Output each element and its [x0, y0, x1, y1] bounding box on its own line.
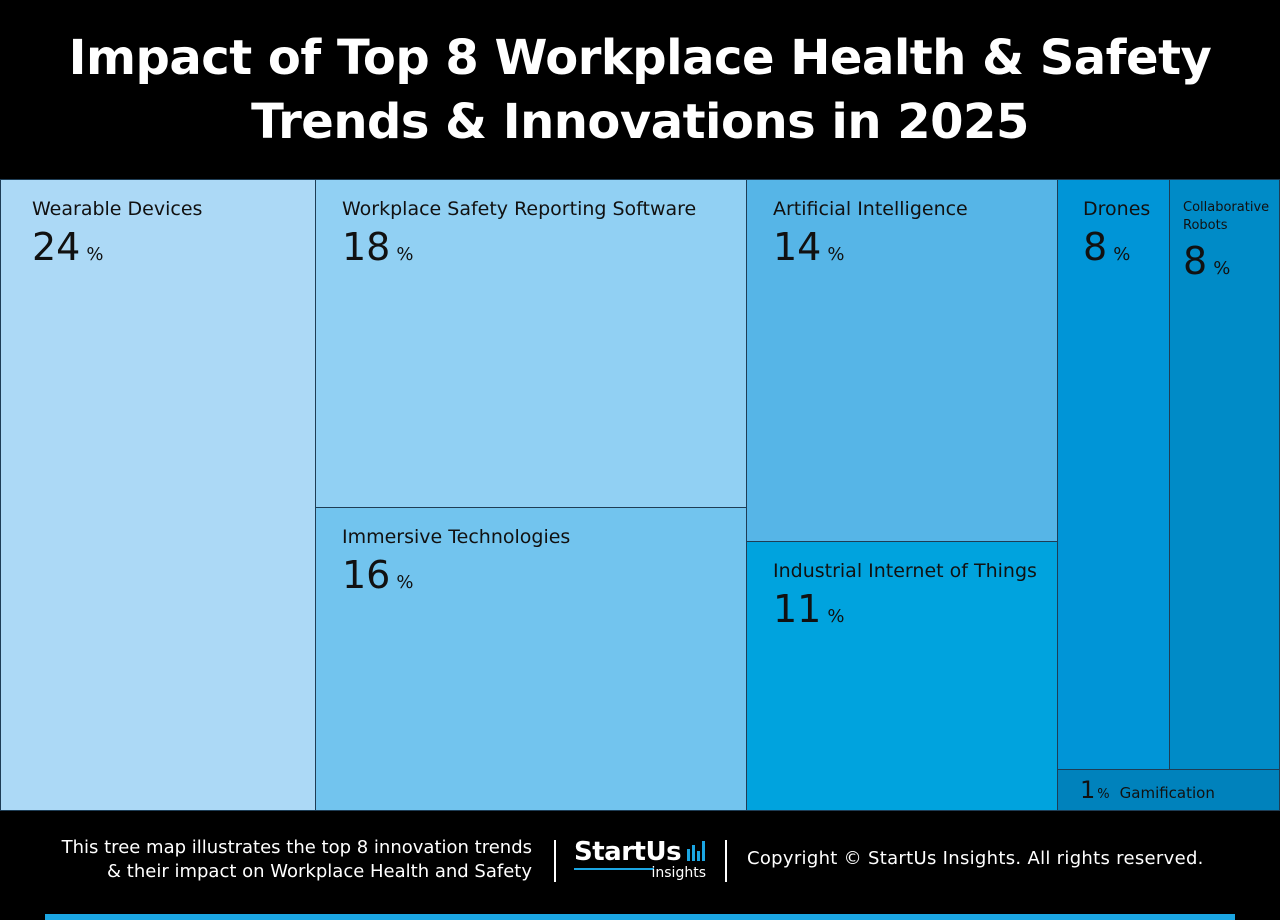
copyright-text: Copyright © StartUs Insights. All rights…: [747, 848, 1204, 869]
treemap-cell-gamification: 1% Gamification: [1057, 769, 1280, 811]
treemap-value-number: 11: [773, 587, 822, 631]
treemap-cell-workplace-safety-reporting-software: Workplace Safety Reporting Software 18%: [315, 179, 747, 508]
treemap-cell-collaborative-robots: Collaborative Robots 8%: [1169, 179, 1280, 770]
treemap-value: 18%: [342, 226, 413, 276]
treemap-value-number: 16: [342, 553, 391, 597]
treemap-value: 24%: [32, 226, 103, 276]
footer-divider-right: [725, 840, 727, 882]
treemap-value-number: 8: [1183, 239, 1208, 283]
percent-sign: %: [1113, 244, 1131, 265]
percent-sign: %: [396, 244, 414, 265]
footer-description-line-2: & their impact on Workplace Health and S…: [107, 861, 532, 882]
treemap-value-number: 18: [342, 225, 391, 269]
treemap-cell-drones: Drones 8%: [1057, 179, 1170, 770]
treemap-label: Drones: [1083, 198, 1151, 220]
startus-insights-logo[interactable]: StartUs insights: [574, 838, 710, 884]
percent-sign: %: [396, 572, 414, 593]
logo-name: StartUs: [574, 837, 682, 867]
percent-sign: %: [86, 244, 104, 265]
percent-sign: %: [1213, 258, 1231, 279]
treemap-chart: Wearable Devices 24% Workplace Safety Repo…: [0, 179, 1280, 811]
treemap-value: 8%: [1083, 226, 1130, 276]
footer-description: This tree map illustrates the top 8 inno…: [62, 836, 532, 884]
treemap-label: Wearable Devices: [32, 198, 203, 220]
treemap-value: 8%: [1183, 240, 1230, 290]
footer-description-line-1: This tree map illustrates the top 8 inno…: [61, 837, 532, 858]
treemap-label: Collaborative Robots: [1183, 200, 1270, 233]
treemap-label: Industrial Internet of Things: [773, 560, 1037, 582]
logo-subtitle: insights: [651, 865, 707, 881]
footer: This tree map illustrates the top 8 inno…: [0, 812, 1280, 920]
treemap-value: 14%: [773, 226, 844, 276]
treemap-value-number: 14: [773, 225, 822, 269]
treemap-cell-industrial-internet-of-things: Industrial Internet of Things 11%: [746, 541, 1058, 811]
treemap-label: Artificial Intelligence: [773, 198, 968, 220]
treemap-label: Immersive Technologies: [342, 526, 571, 548]
chart-title-line-1: Impact of Top 8 Workplace Health & Safet…: [68, 30, 1212, 86]
logo-underline: [574, 868, 654, 870]
treemap-cell-artificial-intelligence: Artificial Intelligence 14%: [746, 179, 1058, 542]
treemap-value-number: 24: [32, 225, 81, 269]
treemap-value-number: 8: [1083, 225, 1108, 269]
treemap-cell-immersive-technologies: Immersive Technologies 16%: [315, 507, 747, 811]
treemap-value: 11%: [773, 588, 844, 638]
chart-title-line-2: Trends & Innovations in 2025: [251, 94, 1029, 150]
treemap-value: 1: [1080, 776, 1096, 804]
bar-chart-icon: [687, 841, 705, 861]
treemap-label: Gamification: [1119, 784, 1215, 802]
bottom-accent-bar: [45, 914, 1235, 920]
chart-header: Impact of Top 8 Workplace Health & Safet…: [0, 0, 1280, 180]
footer-divider-left: [554, 840, 556, 882]
percent-sign: %: [1097, 787, 1110, 802]
percent-sign: %: [827, 606, 845, 627]
treemap-label: Workplace Safety Reporting Software: [342, 198, 697, 220]
treemap-value: 16%: [342, 554, 413, 604]
treemap-cell-wearable-devices: Wearable Devices 24%: [0, 179, 316, 811]
treemap-cell-content: 1% Gamification: [1080, 776, 1215, 804]
percent-sign: %: [827, 244, 845, 265]
